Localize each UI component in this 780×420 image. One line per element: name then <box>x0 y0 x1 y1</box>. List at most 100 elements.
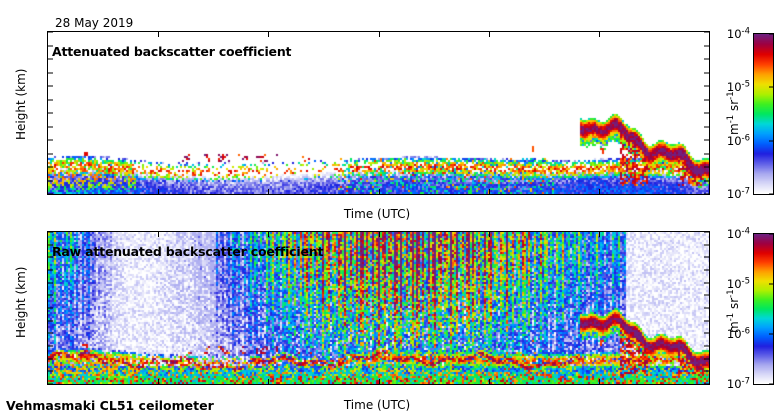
y-tick-mark <box>48 99 53 100</box>
y-tick-mark <box>48 139 53 141</box>
colorbar-top: 10-4 10-5 10-6 10-7 <box>727 27 774 200</box>
x-tick-mark <box>488 189 490 194</box>
colorbar-tick-label: 10-4 <box>726 26 750 42</box>
colorbar-tick-mark <box>769 193 773 195</box>
x-tick-mark <box>268 189 270 194</box>
y-tick-mark <box>48 126 53 127</box>
y-tick-mark <box>704 126 709 127</box>
y-tick-mark <box>48 256 53 258</box>
y-tick-mark <box>704 180 709 181</box>
colorbar-tick-label: 10-5 <box>726 276 750 292</box>
colorbar-bottom: 10-4 10-5 10-6 10-7 <box>727 227 774 390</box>
panel-attenuated-backscatter: Attenuated backscatter coefficient 01234… <box>47 31 710 195</box>
x-tick-mark <box>158 232 160 237</box>
y-tick-mark <box>48 294 53 296</box>
y-tick-mark <box>704 358 709 360</box>
y-axis-label-bottom: Height (km) <box>14 266 28 338</box>
x-tick-mark <box>488 32 490 37</box>
x-tick-mark <box>378 32 380 37</box>
y-tick-mark <box>704 256 709 258</box>
x-tick-mark <box>158 189 160 194</box>
x-tick-mark <box>378 232 380 237</box>
panel-raw-attenuated-backscatter: Raw attenuated backscatter coefficient 0… <box>47 231 710 385</box>
y-tick-mark <box>48 345 53 347</box>
colorbar-tick-mark <box>769 283 773 285</box>
colorbar-tick-label: 10-6 <box>726 132 750 148</box>
y-tick-mark <box>48 320 53 322</box>
colorbar-gradient-top <box>754 34 773 194</box>
x-axis-label-top: Time (UTC) <box>343 207 411 221</box>
x-tick-mark <box>268 232 270 237</box>
y-tick-mark <box>704 345 709 347</box>
y-tick-mark <box>704 383 709 384</box>
colorbar-unit-label-top: m-1 sr-1 <box>726 91 741 135</box>
x-tick-mark <box>158 32 160 37</box>
colorbar-tick-mark <box>769 383 773 385</box>
colorbar-tick-mark <box>769 86 773 88</box>
x-tick-mark <box>598 232 600 237</box>
y-tick-mark <box>48 112 53 114</box>
heatmap-top <box>48 32 709 194</box>
colorbar-tick-label: 10-7 <box>726 186 750 202</box>
x-tick-mark <box>268 32 270 37</box>
y-tick-mark <box>704 282 709 284</box>
x-tick-mark <box>488 232 490 237</box>
y-tick-mark <box>704 232 709 233</box>
colorbar-tick-mark <box>769 333 773 335</box>
panel-top-label: Attenuated backscatter coefficient <box>52 44 292 59</box>
x-axis-label-bottom: Time (UTC) <box>343 398 411 412</box>
y-tick-mark <box>704 307 709 309</box>
colorbar-tick-label: 10-6 <box>726 326 750 342</box>
x-tick-mark <box>598 379 600 384</box>
x-tick-mark <box>378 379 380 384</box>
y-tick-mark <box>48 307 53 309</box>
figure-footer: Vehmasmaki CL51 ceilometer <box>6 398 214 413</box>
y-tick-mark <box>48 45 53 46</box>
y-tick-mark <box>704 332 709 334</box>
x-tick-mark <box>158 379 160 384</box>
x-tick-mark <box>598 189 600 194</box>
y-tick-mark <box>48 193 53 194</box>
y-tick-mark <box>704 72 709 73</box>
x-tick-mark <box>378 189 380 194</box>
y-tick-mark <box>704 58 709 60</box>
y-tick-mark <box>704 244 709 246</box>
panel-bottom-label: Raw attenuated backscatter coefficient <box>52 244 324 259</box>
colorbar-tick-label: 10-5 <box>726 79 750 95</box>
y-tick-mark <box>704 166 709 168</box>
y-axis-label-top: Height (km) <box>14 68 28 140</box>
colorbar-unit-label-bottom: m-1 sr-1 <box>726 289 741 333</box>
y-tick-mark <box>48 153 53 154</box>
y-tick-mark <box>704 153 709 154</box>
y-tick-mark <box>48 166 53 168</box>
y-tick-mark <box>704 269 709 271</box>
y-tick-mark <box>704 112 709 114</box>
y-tick-mark <box>48 383 53 384</box>
x-tick-mark <box>488 379 490 384</box>
y-tick-mark <box>704 139 709 141</box>
y-tick-mark <box>704 294 709 296</box>
y-tick-mark <box>48 332 53 334</box>
x-tick-mark <box>598 32 600 37</box>
heatmap-bottom <box>48 232 709 384</box>
y-tick-mark <box>48 58 53 60</box>
y-tick-mark <box>48 232 53 233</box>
y-tick-mark <box>48 282 53 284</box>
y-tick-mark <box>704 320 709 322</box>
y-tick-mark <box>48 180 53 181</box>
y-tick-mark <box>48 269 53 271</box>
y-tick-mark <box>704 99 709 100</box>
y-tick-mark <box>48 32 53 33</box>
colorbar-gradient-bottom <box>754 234 773 384</box>
y-tick-mark <box>48 244 53 246</box>
colorbar-tick-mark <box>769 33 773 35</box>
date-title: 28 May 2019 <box>55 16 134 30</box>
y-tick-mark <box>704 193 709 194</box>
y-tick-mark <box>48 85 53 87</box>
y-tick-mark <box>48 370 53 372</box>
x-tick-mark <box>268 379 270 384</box>
y-tick-mark <box>48 358 53 360</box>
colorbar-tick-mark <box>769 140 773 142</box>
y-tick-mark <box>704 45 709 46</box>
y-tick-mark <box>704 32 709 33</box>
